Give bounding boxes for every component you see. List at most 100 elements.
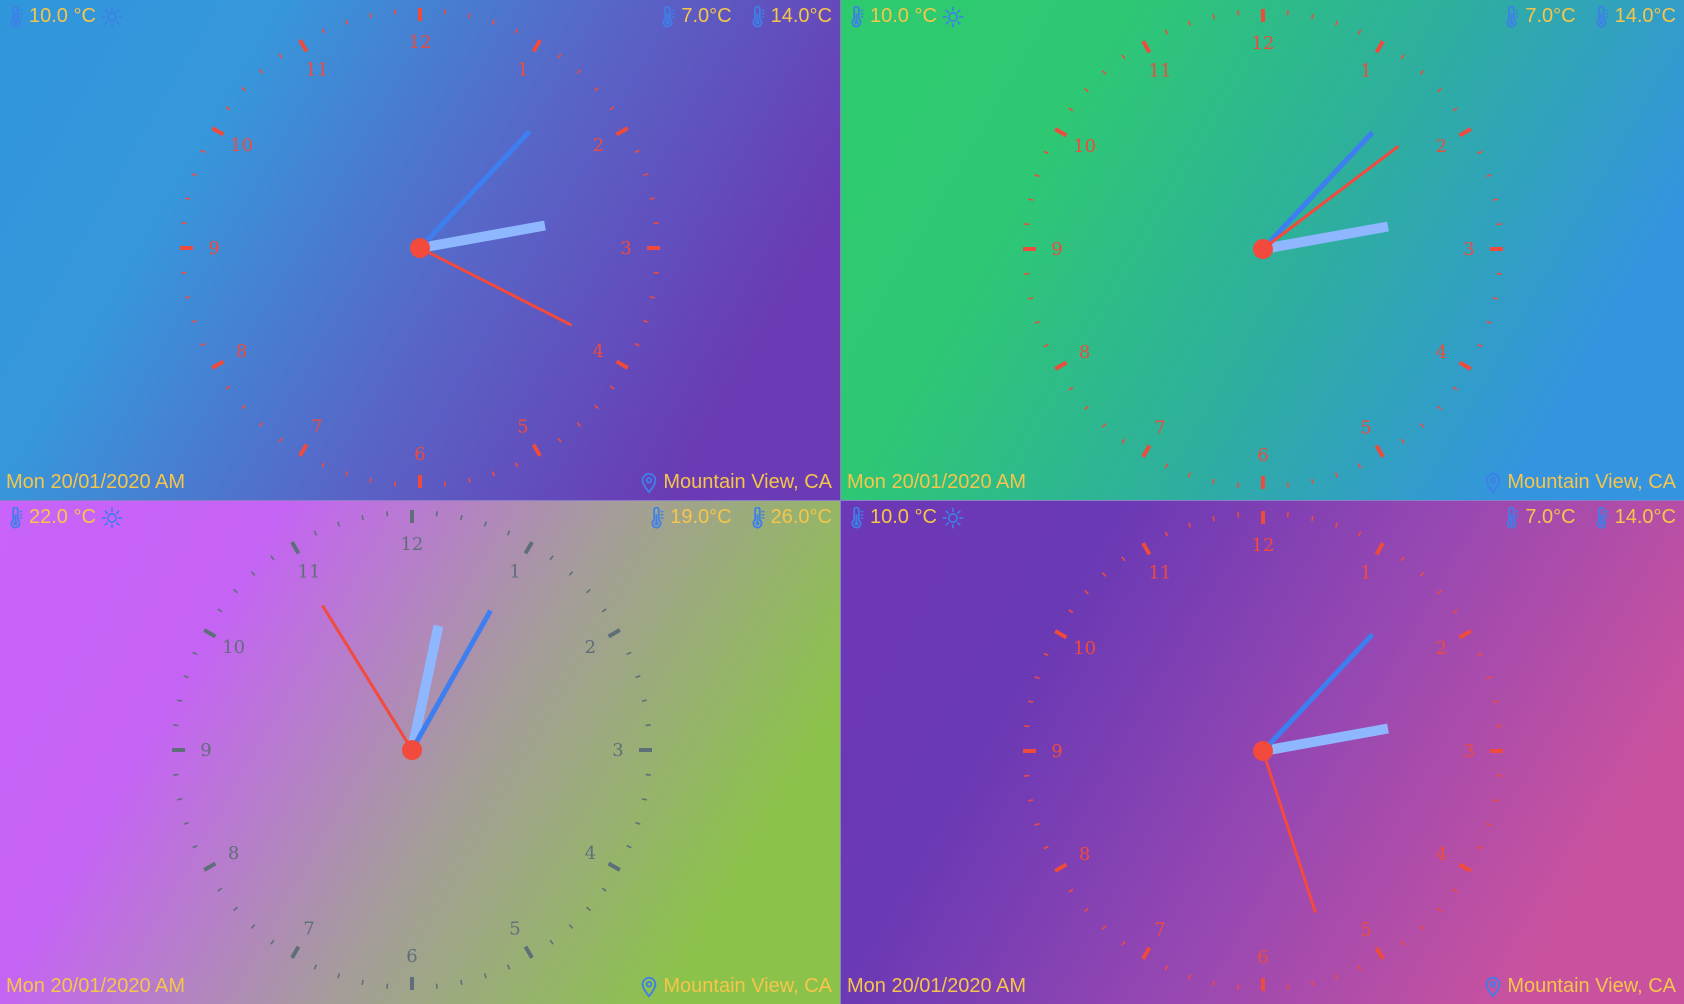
minute-tick [641,798,647,801]
hour-hand [1262,723,1389,756]
date-label: Mon 20/01/2020 AM [847,975,1027,997]
minute-tick [1237,10,1240,16]
minute-tick [641,699,647,702]
second-hand [1262,145,1400,251]
min-max-temperature: 7.0°C 14.0°C [1502,506,1676,529]
hour-numeral-12: 12 [401,534,424,555]
min-temperature: 7.0°C [681,5,732,27]
minute-tick [225,385,231,390]
hour-tick [1054,127,1068,138]
minute-tick [1419,925,1425,930]
minute-tick [1121,556,1126,562]
minute-tick [1188,974,1192,980]
hour-numeral-10: 10 [1073,638,1096,659]
minute-tick [635,675,641,679]
hour-tick [290,945,301,959]
minute-tick [394,9,397,15]
hour-numeral-7: 7 [1154,919,1165,940]
thermometer-icon [748,5,766,28]
minute-tick [1452,888,1458,893]
minute-tick [1311,516,1314,522]
hour-numeral-8: 8 [236,341,247,362]
thermometer-icon [6,506,24,529]
minute-tick [1400,438,1405,444]
minute-tick [435,983,438,989]
minute-tick [1286,482,1289,488]
hour-tick [1458,360,1472,371]
minute-tick [1357,965,1362,971]
minute-tick [185,296,191,299]
hour-numeral-10: 10 [230,135,253,156]
hour-tick [1141,444,1152,458]
location: Mountain View, CA [1484,975,1676,998]
hour-tick [1374,40,1385,54]
hour-numeral-2: 2 [593,135,604,156]
minute-tick [443,481,446,487]
minute-tick [1212,478,1215,484]
minute-tick [557,437,562,443]
minute-tick [321,28,326,34]
location: Mountain View, CA [640,471,832,494]
minute-tick [321,462,326,468]
minute-tick [183,821,189,825]
minute-tick [1121,438,1126,444]
hour-tick [203,861,217,872]
minute-tick [361,515,364,521]
minute-tick [1496,725,1502,728]
minute-tick [1492,700,1498,703]
minute-tick [270,555,275,561]
location-pin-icon [640,976,658,998]
minute-tick [643,319,649,323]
minute-tick [394,481,397,487]
hour-tick [1374,444,1385,458]
hour-hand [1262,221,1389,254]
minute-tick [1024,223,1030,226]
minute-tick [241,86,246,92]
minute-tick [483,973,487,979]
location-label: Mountain View, CA [663,975,832,997]
center-cap [1253,239,1273,259]
minute-tick [386,511,389,517]
minute-tick [653,271,659,274]
minute-tick [1437,907,1442,913]
minute-tick [200,342,206,347]
clock-panel-top-right: 12 1 2 3 4 5 6 7 8 9 10 11 10.0 °C 7.0°C 14.0°C Mon 20/… [841,0,1684,500]
minute-tick [586,588,591,594]
minute-tick [649,296,655,299]
thermometer-icon [1502,5,1520,28]
minute-tick [1311,478,1314,484]
minute-tick [1419,572,1425,577]
hour-numeral-5: 5 [517,416,528,437]
minute-tick [1492,198,1498,201]
hour-numeral-6: 6 [1257,947,1268,968]
hour-tick [523,945,534,959]
hour-numeral-2: 2 [1436,136,1447,157]
minute-tick [1334,20,1338,26]
max-temperature: 14.0°C [1614,5,1676,27]
minute-tick [506,964,511,970]
minute-tick [1043,845,1049,850]
minute-tick [626,844,632,849]
hour-numeral-1: 1 [1360,563,1371,584]
minute-tick [258,69,264,74]
clock-panel-top-left: 12 1 2 3 4 5 6 7 8 9 10 11 10.0 °C 7.0°C 14.0°C Mon 20/… [0,0,840,500]
hour-numeral-12: 12 [409,32,432,53]
minute-tick [1164,29,1169,35]
minute-tick [192,844,198,849]
minute-tick [1121,54,1126,60]
minute-tick [278,53,283,59]
minute-tick [645,724,651,727]
hour-numeral-5: 5 [1360,919,1371,940]
hour-numeral-7: 7 [311,416,322,437]
current-weather: 10.0 °C [847,506,964,529]
sun-icon [101,6,123,28]
hour-tick [290,541,301,555]
minute-tick [1101,423,1107,428]
minute-tick [1034,174,1040,178]
minute-tick [1496,223,1502,226]
minute-tick [1043,652,1049,657]
minute-tick [1028,198,1034,201]
